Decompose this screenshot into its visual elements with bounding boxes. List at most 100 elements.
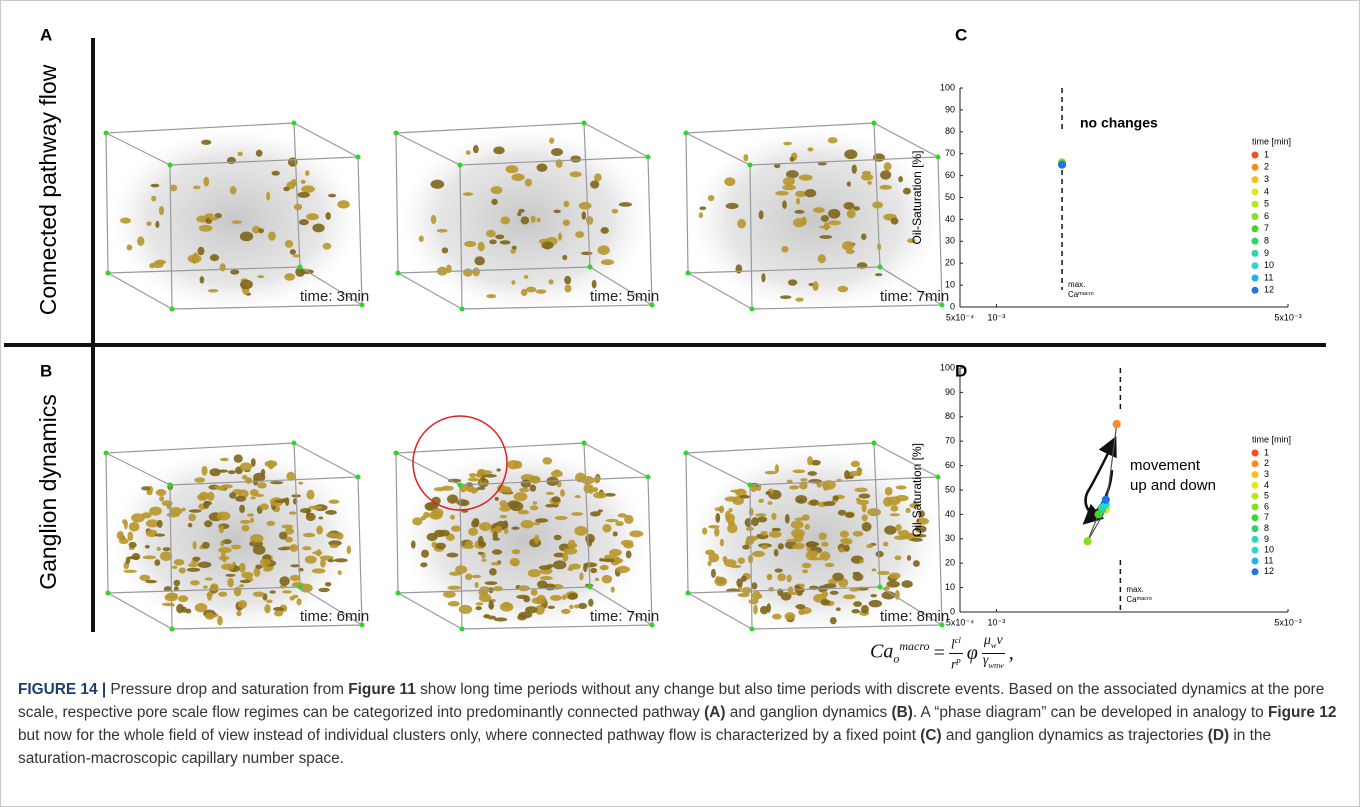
legend-label: 1 [1264, 149, 1269, 159]
oil-cluster [518, 585, 530, 591]
rock-volume [110, 128, 360, 312]
oil-cluster [218, 547, 232, 553]
oil-cluster [274, 610, 283, 616]
oil-cluster [323, 243, 332, 250]
legend-swatch [1252, 482, 1259, 489]
oil-cluster [896, 485, 907, 489]
oil-cluster [489, 568, 497, 575]
oil-cluster [780, 295, 792, 299]
legend-swatch [1252, 176, 1259, 183]
oil-cluster [699, 206, 706, 210]
oil-cluster [207, 492, 214, 501]
oil-cluster [499, 500, 507, 507]
oil-cluster [319, 516, 324, 519]
oil-cluster [179, 567, 186, 573]
x-tick-label: 5x10⁻⁴ [946, 312, 974, 322]
oil-cluster [260, 504, 269, 511]
box-corner [396, 271, 401, 276]
oil-cluster [883, 542, 888, 547]
y-tick-label: 70 [945, 148, 955, 158]
oil-cluster [450, 515, 455, 520]
eq-part: wnw [988, 661, 1003, 670]
oil-cluster [714, 577, 727, 587]
figure: A B C D Connected pathway flow Ganglion … [0, 0, 1360, 670]
oil-cluster [219, 525, 224, 533]
oil-cluster [579, 202, 592, 210]
panel-label: B [40, 361, 52, 380]
oil-cluster [626, 550, 632, 558]
oil-cluster [194, 477, 205, 483]
oil-cluster [419, 236, 424, 242]
oil-cluster [806, 542, 820, 547]
y-tick-label: 70 [945, 436, 955, 446]
box-corner [750, 307, 755, 312]
oil-cluster [752, 591, 761, 600]
oil-cluster [232, 220, 242, 224]
oil-cluster [525, 606, 537, 613]
oil-cluster [862, 514, 868, 521]
legend-swatch [1252, 152, 1259, 159]
oil-cluster [328, 194, 336, 198]
oil-cluster [536, 289, 547, 293]
oil-cluster [561, 609, 571, 614]
caption-run: Figure 12 [1268, 704, 1336, 721]
oil-cluster [541, 241, 553, 249]
y-tick-label: 60 [945, 170, 955, 180]
oil-cluster [821, 599, 831, 605]
oil-cluster [268, 231, 276, 240]
oil-cluster [475, 582, 479, 588]
equation: Caomacro = lclrp φ μwvγwnw , [870, 634, 1014, 673]
oil-cluster [851, 609, 860, 613]
legend-label: 8 [1264, 523, 1269, 533]
legend-swatch [1252, 262, 1259, 269]
eq-part: φ [967, 642, 978, 665]
threshold-label: max. [1068, 280, 1085, 289]
oil-cluster [859, 493, 871, 498]
caption-run: and ganglion dynamics as trajectories [942, 727, 1208, 744]
legend-swatch [1252, 250, 1259, 257]
oil-cluster [420, 562, 427, 567]
oil-cluster [473, 145, 479, 153]
box-corner [106, 271, 111, 276]
oil-cluster [767, 574, 772, 579]
legend-swatch [1252, 201, 1259, 208]
box-corner [684, 451, 689, 456]
oil-cluster [188, 514, 196, 522]
box-corner [872, 441, 877, 446]
oil-cluster [513, 461, 522, 469]
oil-cluster [347, 545, 351, 554]
oil-cluster [852, 165, 857, 174]
oil-cluster [842, 241, 854, 251]
oil-cluster [174, 559, 185, 566]
legend-swatch [1252, 547, 1259, 554]
time-label: time: 5min [590, 288, 659, 305]
oil-cluster [805, 189, 817, 197]
oil-cluster [146, 490, 152, 495]
oil-cluster [546, 492, 555, 495]
oil-cluster [301, 185, 315, 192]
caption-run: (B) [891, 704, 912, 721]
oil-cluster [447, 494, 458, 503]
oil-cluster [720, 539, 724, 547]
legend-label: 5 [1264, 491, 1269, 501]
oil-cluster [272, 171, 280, 176]
oil-cluster [870, 594, 877, 597]
oil-cluster [299, 219, 309, 225]
legend-swatch [1252, 493, 1259, 500]
oil-cluster [510, 249, 515, 254]
box-corner [106, 591, 111, 596]
oil-cluster [772, 528, 781, 532]
oil-cluster [876, 551, 884, 558]
box-corner [588, 265, 593, 270]
y-tick-label: 30 [945, 533, 955, 543]
oil-cluster [137, 236, 144, 246]
oil-cluster [494, 617, 507, 621]
oil-cluster [749, 599, 759, 604]
oil-cluster [824, 222, 830, 230]
oil-cluster [588, 599, 593, 607]
oil-cluster [895, 495, 909, 501]
oil-cluster [484, 614, 491, 618]
oil-cluster [306, 508, 310, 517]
oil-cluster [151, 196, 156, 202]
oil-cluster [474, 256, 485, 265]
